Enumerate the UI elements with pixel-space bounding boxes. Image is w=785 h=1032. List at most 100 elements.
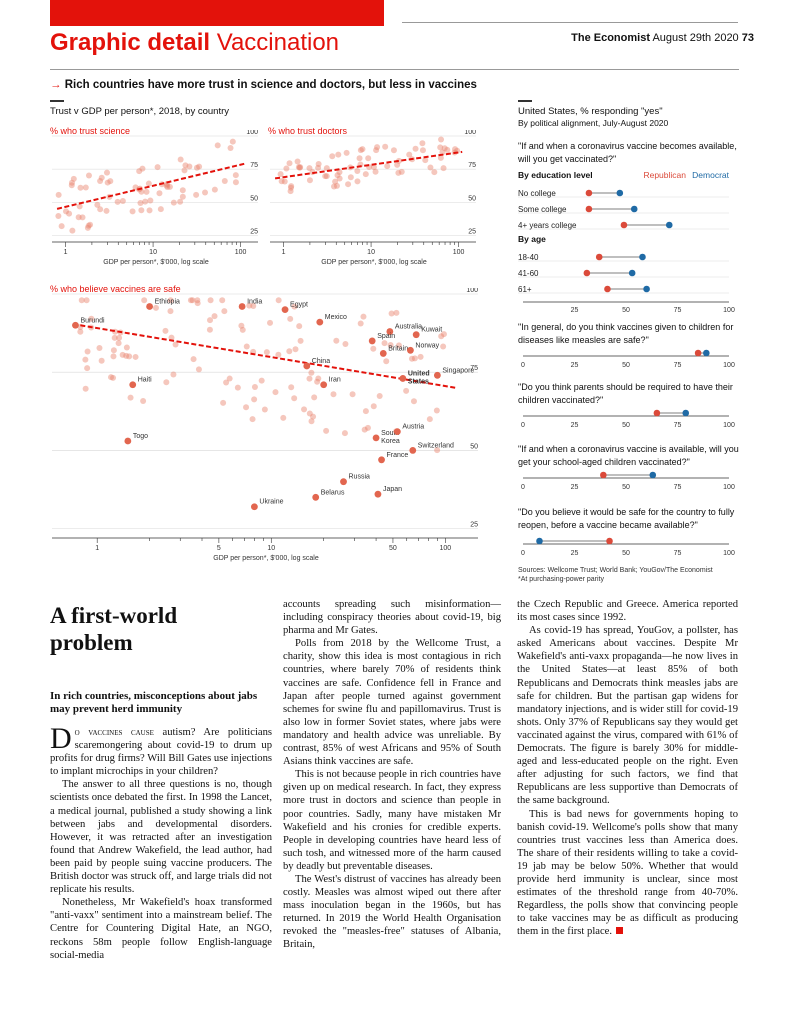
paragraph: The West's distrust of vaccines has alre… bbox=[283, 873, 501, 951]
scatter-point bbox=[96, 344, 103, 351]
scatter-point bbox=[227, 145, 234, 152]
scatter-point bbox=[202, 189, 209, 196]
scatter-point bbox=[370, 403, 377, 410]
scatter-point bbox=[142, 198, 149, 205]
scatter-point bbox=[132, 353, 139, 360]
scatter-point bbox=[438, 136, 445, 143]
scatter-point bbox=[362, 171, 369, 178]
country-point bbox=[124, 437, 132, 445]
scatter-point bbox=[111, 334, 118, 341]
scatter-point bbox=[82, 184, 89, 191]
scatter-point bbox=[334, 172, 341, 179]
scatter-point bbox=[110, 374, 117, 381]
scatter-point bbox=[246, 302, 253, 309]
scatter-point bbox=[308, 418, 315, 425]
scatter-point bbox=[384, 163, 391, 170]
scatter-point bbox=[373, 147, 380, 154]
trend-line bbox=[80, 324, 457, 389]
x-axis-label: GDP per person*, $'000, log scale bbox=[321, 259, 427, 266]
scatter-point bbox=[263, 349, 270, 356]
scatter-point bbox=[362, 408, 369, 415]
scatter-point bbox=[376, 393, 383, 400]
country-point bbox=[399, 375, 407, 382]
question-4: "If and when a coronavirus vaccine is av… bbox=[518, 444, 739, 467]
dotplot-reopen-safe: 0 25 50 75 100 bbox=[521, 537, 735, 557]
x-tick-label: 75 bbox=[674, 550, 682, 557]
scatter-point bbox=[434, 447, 441, 454]
header-rule bbox=[402, 22, 738, 23]
scatter-point bbox=[220, 399, 227, 406]
scatter-point bbox=[164, 184, 171, 191]
scatter-point bbox=[154, 164, 161, 171]
scatter-point bbox=[126, 353, 133, 360]
country-point bbox=[312, 493, 320, 501]
scatter-point bbox=[98, 357, 105, 364]
country-point bbox=[407, 346, 414, 354]
x-tick-label: 0 bbox=[521, 550, 525, 557]
scatter-point bbox=[156, 190, 163, 197]
chart-title-doctors: % who trust doctors bbox=[268, 126, 348, 136]
scatter-point bbox=[323, 173, 330, 180]
country-label: Egypt bbox=[290, 302, 308, 309]
scatter-point bbox=[272, 389, 279, 396]
scatter-point bbox=[288, 384, 295, 391]
scatter-point bbox=[251, 384, 258, 391]
chart-subtitle: → Rich countries have more trust in scie… bbox=[50, 79, 477, 91]
scatter-point bbox=[84, 365, 91, 372]
scatter-point bbox=[170, 371, 177, 378]
country-label: Britain bbox=[388, 345, 408, 352]
scatter-point bbox=[410, 398, 417, 405]
republican-dot bbox=[585, 205, 593, 213]
row-label: 18-40 bbox=[518, 253, 539, 262]
scatter-point bbox=[387, 342, 394, 349]
scatter-point bbox=[332, 178, 339, 185]
y-tick-label: 25 bbox=[468, 228, 476, 235]
paragraph: This is bad news for governments hoping … bbox=[517, 808, 738, 938]
country-label: Belarus bbox=[321, 489, 345, 496]
republican-dot bbox=[583, 269, 591, 277]
scatter-point bbox=[132, 184, 139, 191]
question-3: "Do you think parents should be required… bbox=[518, 382, 733, 405]
scatter-point bbox=[408, 355, 415, 362]
democrat-dot bbox=[639, 253, 646, 261]
scatter-point bbox=[194, 297, 201, 304]
scatter-point bbox=[283, 165, 290, 172]
right-panel-subtitle: By political alignment, July-August 2020 bbox=[518, 118, 669, 128]
scatter-point bbox=[127, 394, 134, 401]
scatter-point bbox=[170, 199, 177, 206]
scatter-point bbox=[306, 375, 313, 382]
country-label: Switzerland bbox=[418, 442, 454, 449]
scatter-point bbox=[277, 171, 284, 178]
scatter-point bbox=[243, 404, 250, 411]
scatter-point bbox=[390, 147, 397, 154]
scatter-point bbox=[143, 188, 150, 195]
country-label: Norway bbox=[415, 342, 439, 349]
scatter-point bbox=[331, 183, 338, 190]
country-label: Burundi bbox=[80, 317, 105, 324]
scatter-point bbox=[441, 145, 448, 152]
scatter-point bbox=[206, 326, 213, 333]
scatter-point bbox=[412, 145, 419, 152]
republican-dot bbox=[604, 285, 611, 293]
country-point bbox=[303, 362, 311, 370]
scatter-point bbox=[315, 375, 322, 382]
right-panel-title: United States, % responding "yes" bbox=[518, 106, 663, 117]
scatter-point bbox=[359, 146, 366, 153]
scatter-point bbox=[365, 155, 372, 162]
scatter-point bbox=[110, 353, 117, 360]
paragraph: Nonetheless, Mr Wakefield's hoax transfo… bbox=[50, 897, 272, 961]
scatter-point bbox=[211, 186, 218, 193]
democrat-dot bbox=[703, 349, 710, 357]
question-2: "In general, do you think vaccines given… bbox=[518, 322, 734, 345]
country-point bbox=[72, 321, 79, 329]
country-point bbox=[368, 337, 376, 345]
scatter-point bbox=[419, 147, 426, 154]
paragraph: the Czech Republic and Greece. America r… bbox=[517, 599, 738, 624]
scatter-point bbox=[287, 184, 294, 191]
x-tick-label: 100 bbox=[235, 249, 247, 256]
section-title: Graphic detail Vaccination bbox=[50, 29, 340, 56]
country-label: Spain bbox=[377, 333, 395, 340]
scatter-point bbox=[345, 181, 352, 188]
scatter-point bbox=[296, 323, 303, 330]
scatter-point bbox=[258, 377, 265, 384]
